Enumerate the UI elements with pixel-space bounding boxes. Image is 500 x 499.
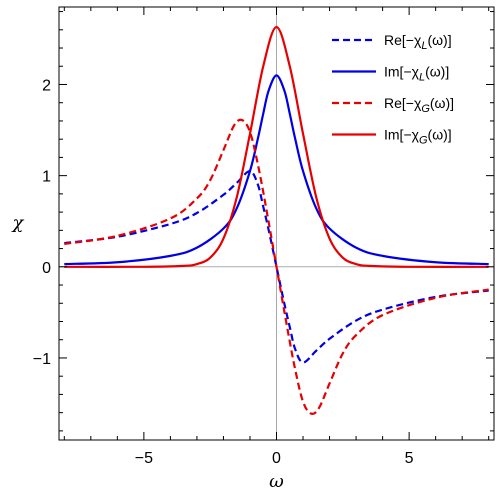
y-tick-label: 0 — [42, 260, 51, 277]
x-tick-label: 5 — [405, 450, 414, 467]
ticks-layer — [59, 7, 494, 440]
legend-label-2: Im[−χL(ω)] — [384, 64, 449, 84]
y-axis-label: χ — [11, 213, 25, 234]
x-tick-label: 0 — [272, 450, 281, 467]
series-line-4 — [64, 25, 489, 268]
x-axis-label: ω — [269, 471, 284, 492]
series-line-3 — [64, 118, 489, 415]
series-line-1 — [64, 169, 489, 364]
y-tick-label: −1 — [33, 351, 51, 368]
y-tick-label: 2 — [42, 77, 51, 94]
series-line-2 — [64, 74, 489, 266]
x-tick-label: −5 — [135, 450, 153, 467]
y-tick-label: 1 — [42, 169, 51, 186]
legend-label-1: Re[−χL(ω)] — [384, 32, 452, 52]
legend: Re[−χL(ω)] Im[−χL(ω)] Re[−χG(ω)] Im[−χG(ω)] — [332, 32, 454, 147]
legend-label-3: Re[−χG(ω)] — [384, 95, 454, 115]
legend-label-4: Im[−χG(ω)] — [384, 127, 452, 147]
series-layer — [64, 25, 489, 415]
tick-labels: −5 0 5 −1 0 1 2 — [33, 77, 414, 467]
